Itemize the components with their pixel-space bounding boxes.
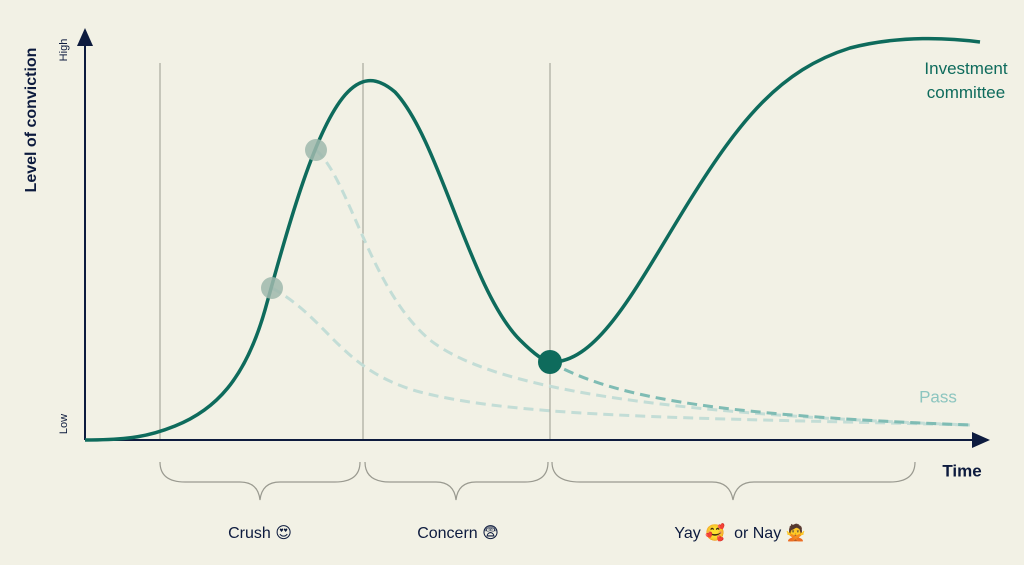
phase-label: Yay 🥰 or Nay 🙅	[674, 523, 805, 542]
exit-point	[261, 277, 283, 299]
decision-point	[538, 350, 562, 374]
y-axis-label: Level of conviction	[23, 48, 40, 193]
curve-label: Investment committee	[924, 59, 1007, 102]
exit-point	[305, 139, 327, 161]
curve-label-line: committee	[927, 83, 1005, 102]
y-high-label: High	[58, 39, 70, 62]
dividers	[159, 63, 551, 440]
braces	[159, 461, 916, 501]
phase-label: Concern 😨	[417, 525, 499, 542]
investment-curve	[84, 36, 981, 442]
phase-label: Crush 😍	[228, 525, 292, 542]
curve-label-line: Investment	[924, 59, 1007, 78]
y-low-label: Low	[58, 414, 70, 434]
x-axis-label: Time	[942, 461, 981, 480]
pass-label: Pass	[919, 387, 957, 406]
pass-curves	[271, 148, 971, 427]
